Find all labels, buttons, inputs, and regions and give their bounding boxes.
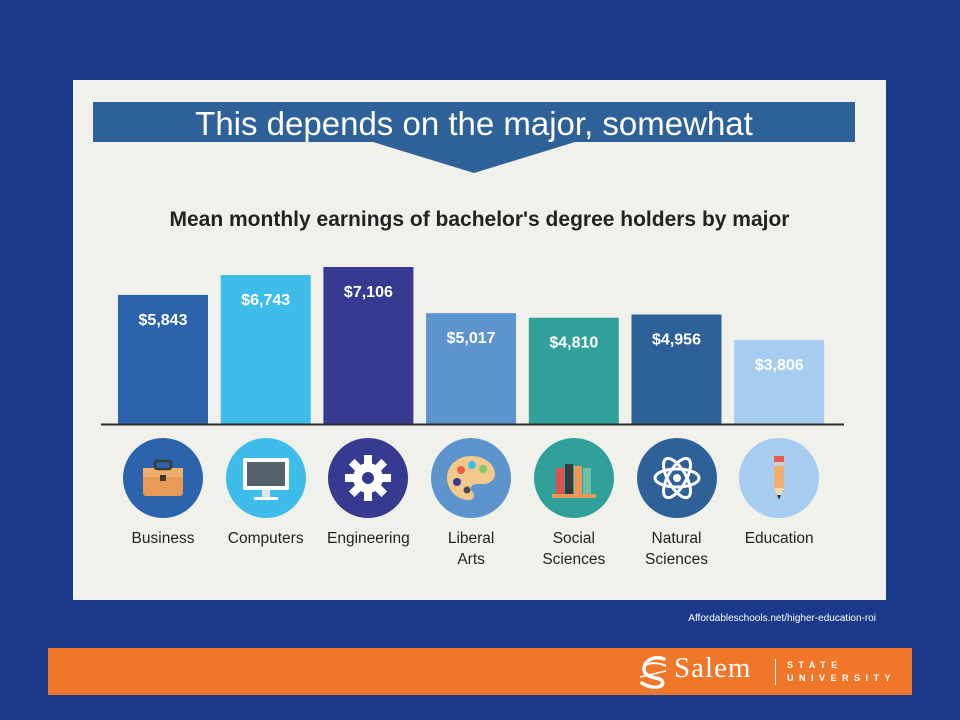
category-label-line: Engineering	[327, 530, 410, 547]
footer-bar	[48, 648, 912, 695]
category-label-line: Business	[131, 530, 195, 547]
category-label-2: Computers	[211, 528, 321, 549]
logo-university-text: UNIVERSITY	[787, 673, 897, 683]
salem-logo-mark-icon	[639, 656, 667, 689]
category-label-4: Liberal Arts	[416, 528, 526, 570]
computer-monitor-icon	[225, 438, 306, 518]
pencil-icon	[739, 438, 820, 518]
category-label-line: Liberal	[447, 530, 495, 547]
source-citation: Affordableschools.net/higher-education-r…	[688, 613, 876, 624]
category-label-line: Social	[552, 530, 595, 547]
logo-state-text: STATE	[787, 660, 843, 670]
briefcase-icon	[123, 438, 203, 518]
category-label-7: Education	[724, 528, 834, 549]
category-label-6: Natural Sciences	[622, 528, 732, 570]
category-label-line: Arts	[457, 551, 485, 568]
category-label-line: Computers	[227, 530, 304, 547]
logo-divider	[775, 659, 776, 685]
books-icon	[533, 438, 614, 518]
atom-icon	[636, 438, 717, 518]
banner-title: This depends on the major, somewhat	[195, 105, 753, 142]
title-banner	[93, 102, 855, 173]
gear-icon	[328, 438, 409, 518]
category-label-5: Social Sciences	[519, 528, 629, 570]
category-label-line: Sciences	[542, 551, 606, 568]
chart-title: Mean monthly earnings of bachelor's degr…	[169, 208, 790, 231]
logo-wordmark: Salem	[674, 652, 752, 684]
category-label-3: Engineering	[313, 528, 423, 549]
category-label-1: Business	[108, 528, 218, 549]
paint-palette-icon	[431, 438, 512, 518]
category-label-line: Natural	[651, 530, 702, 547]
category-label-line: Sciences	[645, 551, 708, 568]
category-label-line: Education	[744, 530, 814, 547]
